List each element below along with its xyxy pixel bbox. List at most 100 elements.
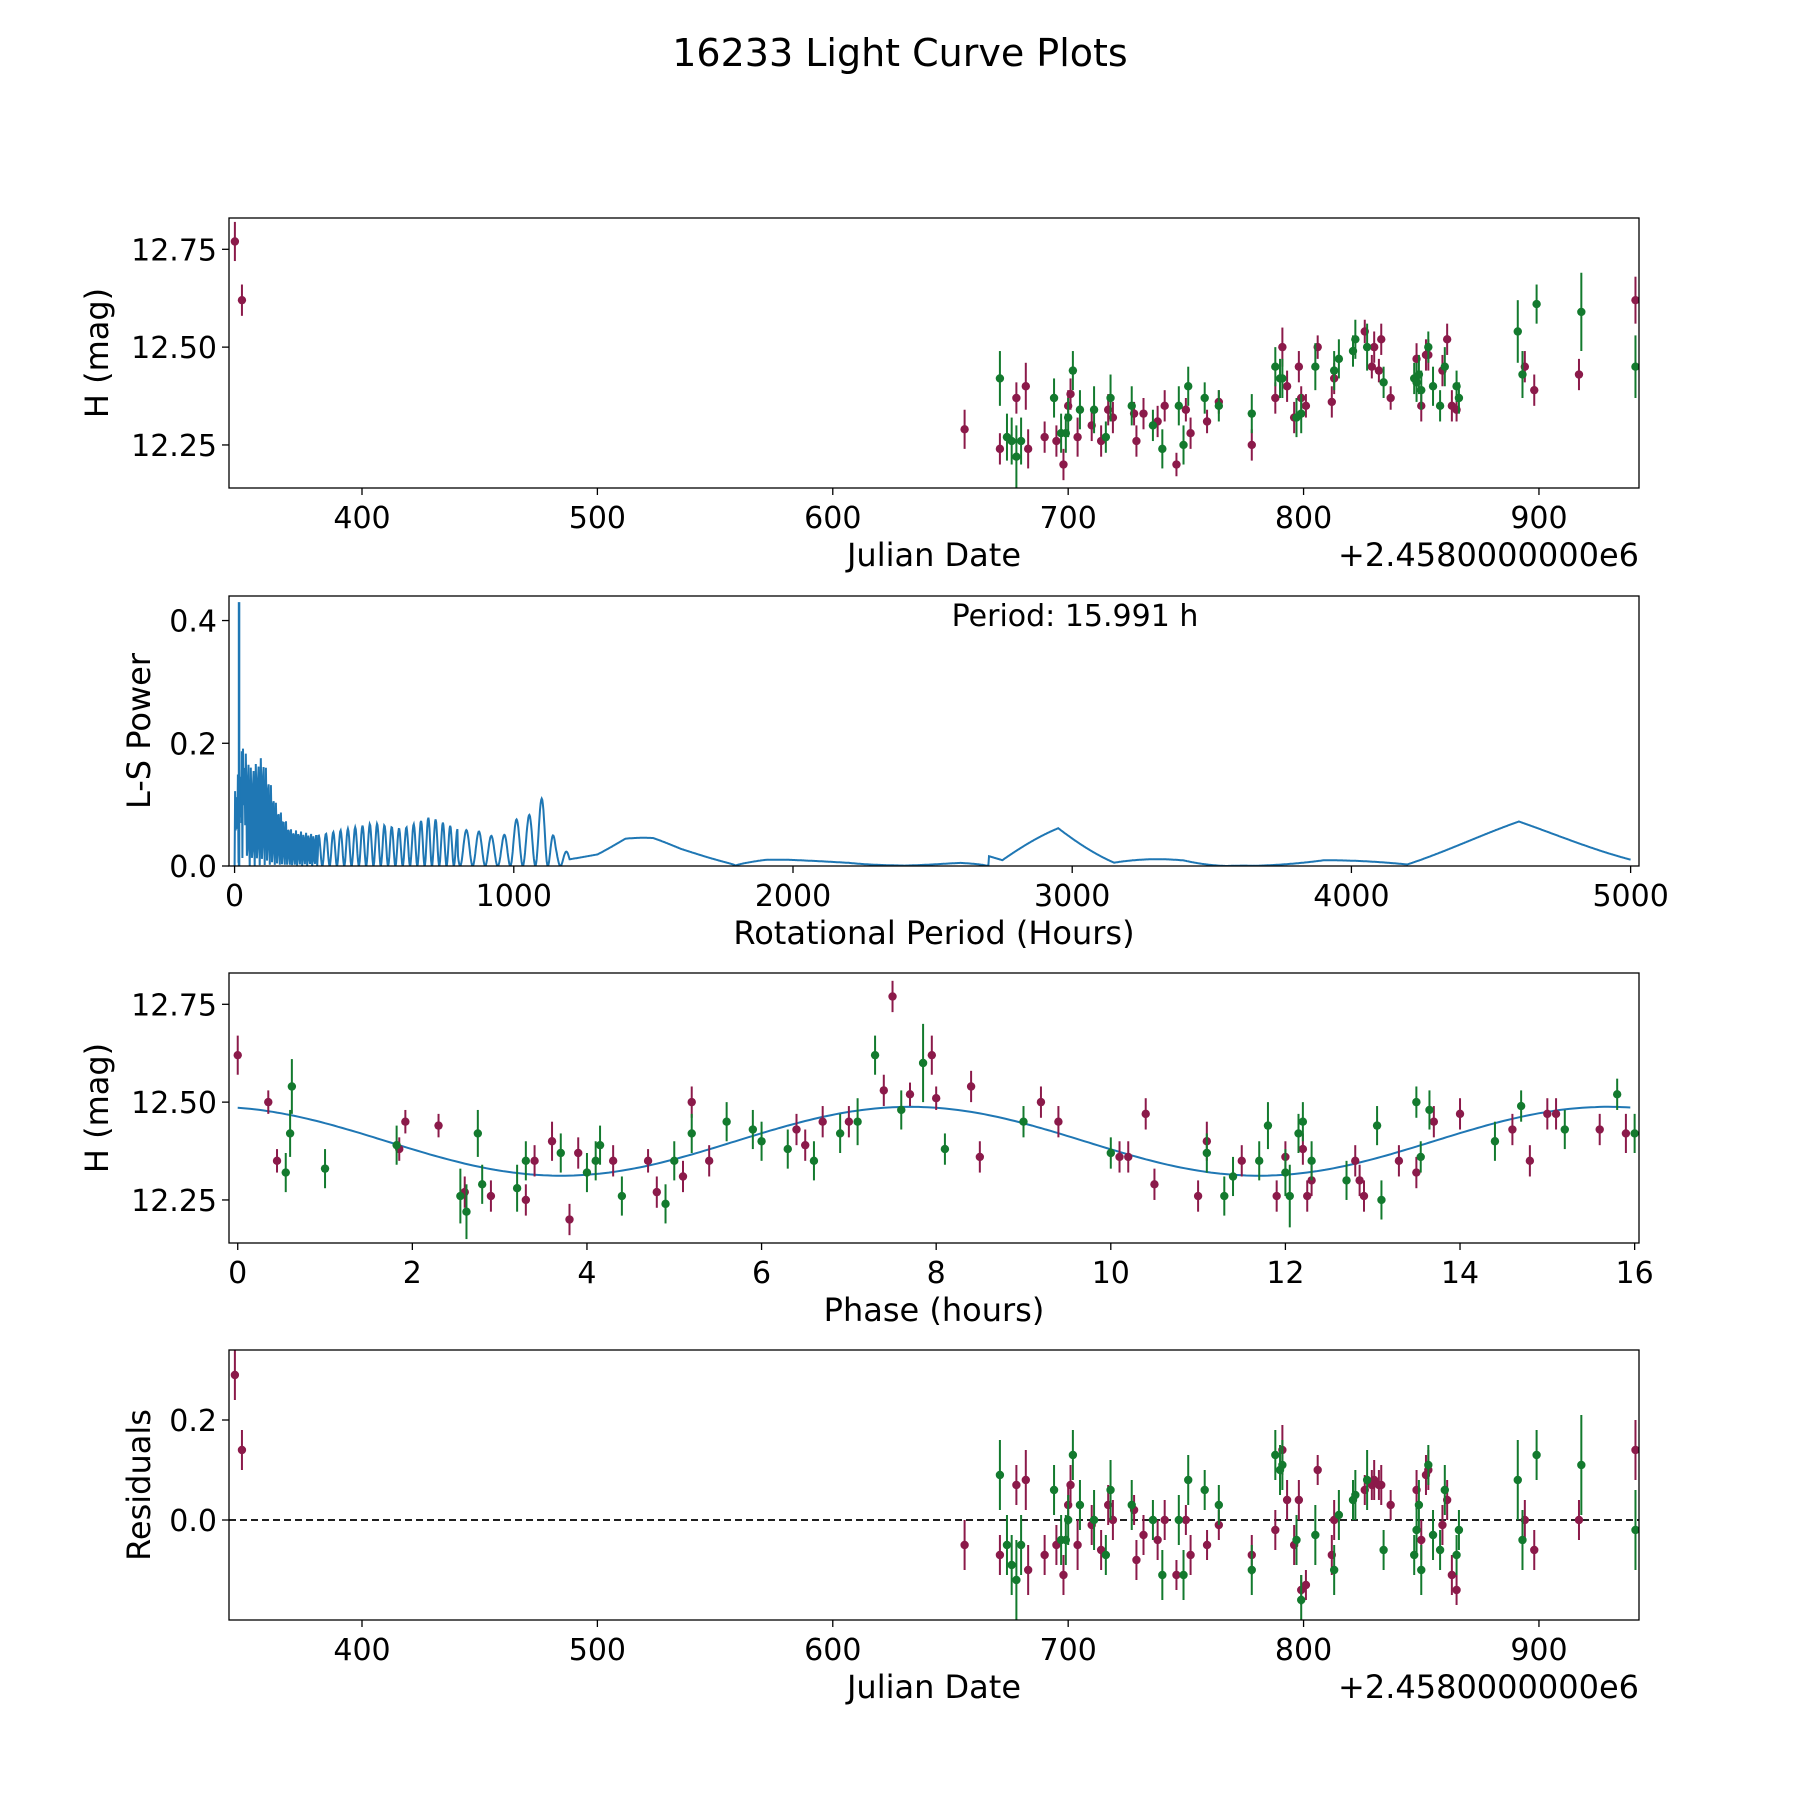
data-point <box>392 1140 401 1150</box>
data-point <box>1351 1156 1360 1166</box>
y-tick-label: 12.25 <box>131 1184 217 1219</box>
data-point <box>1334 354 1344 364</box>
plot-area <box>230 221 1639 488</box>
data-point <box>1630 1129 1639 1138</box>
data-point <box>462 1207 471 1216</box>
data-point <box>1148 421 1158 430</box>
data-point <box>477 1180 487 1189</box>
data-point <box>1012 393 1021 403</box>
data-point <box>1454 1525 1464 1535</box>
data-point <box>1294 362 1304 371</box>
data-point <box>1021 1475 1031 1485</box>
data-point <box>1455 1109 1465 1119</box>
y-tick-label: 12.50 <box>131 331 217 366</box>
data-point <box>678 1172 688 1181</box>
periodogram-panel: Period: 15.991 h 0 1000 2000 3000 4000 5000 0.0… <box>120 595 1669 952</box>
data-point <box>1530 385 1539 395</box>
data-point <box>1271 1450 1280 1460</box>
data-point <box>1228 1172 1238 1181</box>
data-point <box>230 237 240 246</box>
x-axis-label: Rotational Period (Hours) <box>733 914 1134 952</box>
data-point <box>1631 295 1639 305</box>
period-annotation: Period: 15.991 h <box>952 599 1199 634</box>
data-point <box>1153 1535 1162 1545</box>
residuals-panel: 400 500 600 700 800 900 0.0 0.2 Julian Date Resid… <box>120 1349 1640 1706</box>
data-point <box>1186 429 1195 438</box>
data-point <box>1174 401 1184 411</box>
data-point <box>1414 1500 1424 1510</box>
data-point <box>918 1058 928 1068</box>
x-tick-label: 12 <box>1266 1256 1304 1291</box>
x-tick-label: 14 <box>1441 1256 1479 1291</box>
data-point <box>1101 432 1111 442</box>
data-point <box>1007 436 1016 446</box>
data-point <box>1049 393 1059 403</box>
y-tick-label: 12.75 <box>131 988 217 1023</box>
data-point <box>995 374 1005 383</box>
data-point <box>1543 1109 1552 1119</box>
plot-area <box>229 1350 1639 1620</box>
data-point <box>1059 1570 1068 1580</box>
plot-area <box>233 980 1639 1240</box>
data-point <box>1428 1530 1438 1540</box>
data-point <box>1158 1570 1167 1580</box>
data-point <box>287 1082 297 1091</box>
data-point <box>512 1184 522 1193</box>
data-point <box>1417 1535 1426 1545</box>
data-point <box>879 1086 888 1095</box>
x-tick-label: 4 <box>577 1256 596 1291</box>
data-point <box>1066 1480 1075 1490</box>
x-tick-label: 6 <box>752 1256 771 1291</box>
data-point <box>1200 393 1209 403</box>
data-point <box>434 1121 443 1130</box>
data-point <box>1429 1117 1439 1126</box>
series-r <box>230 1350 1639 1605</box>
data-point <box>1386 1500 1395 1510</box>
data-point <box>320 1164 330 1173</box>
data-point <box>1016 1540 1026 1550</box>
data-point <box>870 1050 880 1060</box>
data-point <box>272 1156 282 1166</box>
x-tick-label: 800 <box>1275 501 1332 536</box>
data-point <box>617 1191 627 1201</box>
data-point <box>1059 460 1068 469</box>
series-g <box>281 1023 1639 1240</box>
y-tick-label: 12.50 <box>131 1086 217 1121</box>
data-point <box>1452 1550 1461 1560</box>
data-point <box>595 1140 605 1150</box>
data-point <box>687 1129 696 1138</box>
data-point <box>1089 1515 1099 1525</box>
x-tick-label: 600 <box>804 501 861 536</box>
y-axis-label: H (mag) <box>78 1043 116 1173</box>
data-point <box>1002 1540 1012 1550</box>
data-point <box>995 1470 1005 1480</box>
data-point <box>1355 1176 1364 1185</box>
data-point <box>643 1156 653 1166</box>
axes-frame <box>228 595 1640 867</box>
data-point <box>1297 409 1306 418</box>
x-tick-label: 900 <box>1510 1633 1567 1668</box>
data-point <box>1272 1191 1281 1201</box>
data-point <box>1278 374 1287 383</box>
data-point <box>1132 1555 1141 1565</box>
data-point <box>574 1148 583 1158</box>
data-point <box>1139 1530 1148 1540</box>
data-point <box>1200 1485 1209 1495</box>
data-point <box>1518 370 1527 379</box>
data-point <box>1285 1191 1294 1201</box>
data-point <box>1158 444 1167 454</box>
data-point <box>1054 1117 1063 1126</box>
plot-area <box>233 602 1631 866</box>
data-point <box>1303 1191 1312 1201</box>
data-point <box>818 1117 827 1126</box>
data-point <box>1513 1475 1522 1485</box>
data-point <box>748 1125 758 1134</box>
data-point <box>591 1156 600 1166</box>
data-point <box>704 1156 714 1166</box>
data-point <box>521 1195 531 1205</box>
data-point <box>1237 1156 1246 1166</box>
data-point <box>1530 1545 1539 1555</box>
figure-title: 16233 Light Curve Plots <box>672 31 1127 75</box>
x-axis-label: Julian Date <box>845 1668 1021 1706</box>
